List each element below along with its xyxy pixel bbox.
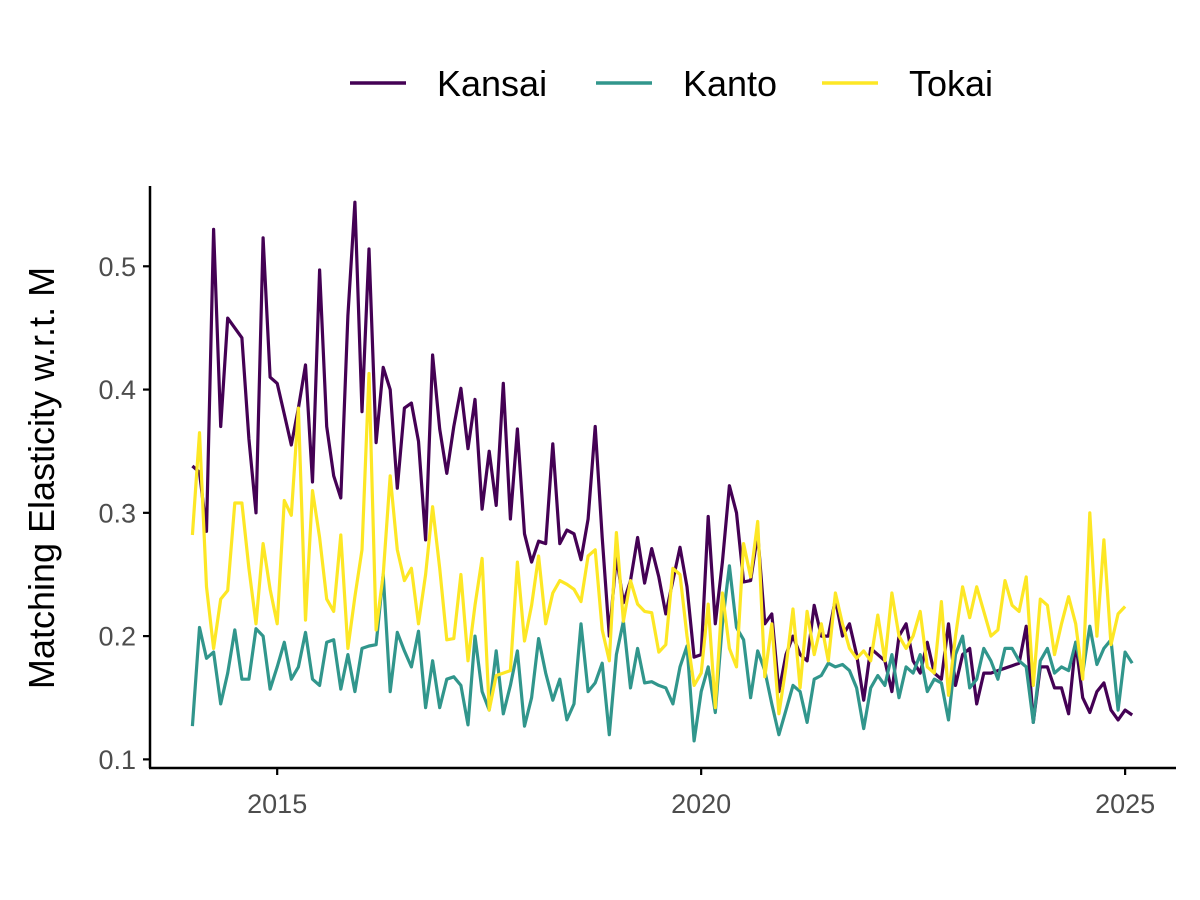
- y-tick-label: 0.1: [98, 745, 136, 775]
- legend-item-kanto: Kanto: [596, 63, 777, 104]
- legend-label-kanto: Kanto: [683, 63, 777, 104]
- x-tick-label: 2015: [247, 789, 307, 819]
- legend-item-tokai: Tokai: [822, 63, 993, 104]
- legend-label-tokai: Tokai: [909, 63, 993, 104]
- axes: 0.1 0.2 0.3 0.4 0.5 2015 2020 2025: [98, 186, 1176, 819]
- series-line-tokai: [190, 371, 1127, 716]
- series-line-kanto: [190, 564, 1134, 743]
- y-tick-label: 0.2: [98, 622, 136, 652]
- y-tick-label: 0.3: [98, 498, 136, 528]
- series-line-kansai: [191, 200, 1134, 725]
- plot-lines: [190, 200, 1134, 743]
- legend: Kansai Kanto Tokai: [350, 63, 993, 104]
- y-tick-label: 0.5: [98, 252, 136, 282]
- y-axis-title: Matching Elasticity w.r.t. M: [21, 267, 62, 689]
- legend-item-kansai: Kansai: [350, 63, 547, 104]
- x-tick-label: 2020: [671, 789, 731, 819]
- y-tick-label: 0.4: [98, 375, 136, 405]
- x-tick-label: 2025: [1095, 789, 1155, 819]
- legend-label-kansai: Kansai: [437, 63, 547, 104]
